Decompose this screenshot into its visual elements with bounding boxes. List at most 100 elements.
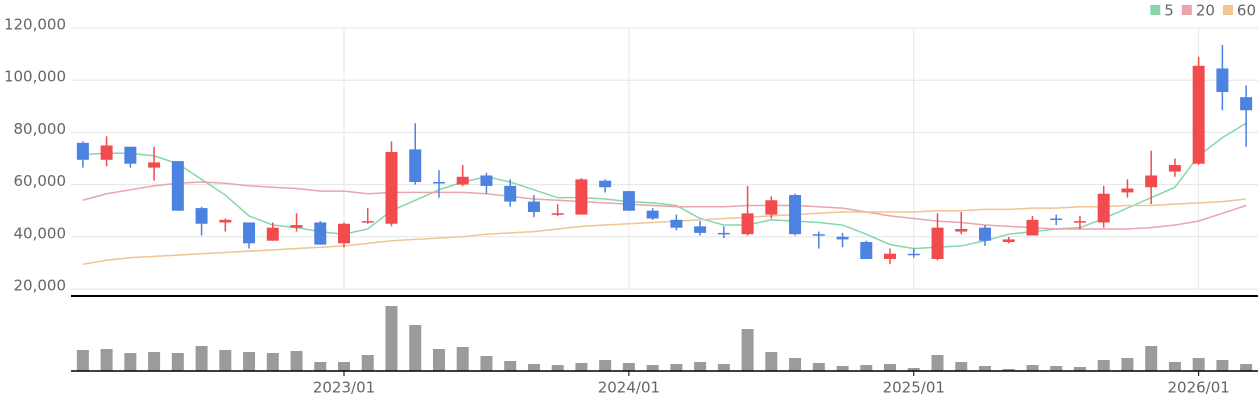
candle-body [1073, 221, 1086, 223]
y-tick-label: 20,000 [14, 277, 67, 295]
volume-bar [575, 363, 588, 371]
volume-bar [1168, 362, 1181, 371]
volume-bar [527, 364, 540, 371]
legend-swatch [1181, 5, 1192, 15]
candle-body [527, 201, 540, 213]
candle-body [1050, 218, 1063, 221]
y-tick-label: 80,000 [14, 120, 67, 138]
volume-bar [361, 355, 374, 371]
volume-bar [1145, 346, 1158, 371]
candle-body [789, 195, 802, 235]
volume-bar [765, 352, 778, 371]
volume-bar [1002, 369, 1015, 371]
candle-body [1240, 97, 1253, 111]
candle-body [741, 213, 754, 235]
candle-body [1216, 68, 1229, 92]
volume-bar [290, 351, 303, 371]
volume-bar [409, 325, 422, 371]
x-tick-label: 2024/01 [598, 379, 660, 397]
candle-body [432, 181, 445, 184]
candle-body [884, 253, 897, 259]
candle-body [765, 200, 778, 215]
y-tick-label: 40,000 [14, 224, 67, 242]
ma-line [82, 181, 1247, 230]
candle-body [243, 222, 256, 244]
volume-bar [1121, 358, 1134, 371]
legend-swatch [1222, 5, 1233, 15]
candle-body [361, 221, 374, 223]
candle-body [1097, 193, 1110, 223]
candle-body [931, 227, 944, 259]
volume-bar [219, 350, 232, 371]
volume-bar [1050, 366, 1063, 371]
volume-bar [599, 360, 612, 371]
volume-bar [1216, 360, 1229, 371]
volume-bar [955, 362, 968, 371]
candle-body [290, 225, 303, 228]
x-tick-label: 2023/01 [313, 379, 375, 397]
candle-body [860, 242, 873, 259]
x-tick-label: 2025/01 [883, 379, 945, 397]
volume-bar [100, 349, 113, 371]
volume-bar [456, 347, 469, 371]
volume-bar [741, 329, 754, 371]
candle-body [978, 227, 991, 241]
candle-body [385, 151, 398, 224]
y-tick-label: 100,000 [4, 68, 66, 86]
candle-body [599, 180, 612, 188]
volume-bar [860, 365, 873, 371]
candle-body [409, 149, 422, 182]
candle-body [955, 228, 968, 232]
volume-bar [432, 349, 445, 371]
candle-body [148, 162, 161, 168]
volume-bar [907, 368, 920, 371]
candle-body [694, 226, 707, 233]
y-tick-label: 120,000 [4, 16, 66, 34]
y-tick-label: 60,000 [14, 172, 67, 190]
candle-body [622, 191, 635, 211]
volume-bar [789, 358, 802, 371]
volume-bar [171, 353, 184, 371]
volume-bar [195, 346, 208, 371]
volume-bar [717, 364, 730, 371]
volume-bar [931, 355, 944, 371]
candle-body [670, 219, 683, 228]
volume-bar [551, 365, 564, 371]
candle-body [646, 210, 659, 219]
candle-body [314, 222, 327, 245]
candle-body [836, 236, 849, 240]
volume-bar [670, 364, 683, 371]
candle-body [219, 219, 232, 223]
candle-body [195, 208, 208, 224]
candle-body [575, 179, 588, 215]
candle-body [100, 145, 113, 160]
volume-bar [243, 352, 256, 371]
candle-body [504, 185, 517, 202]
legend-swatch [1150, 5, 1161, 15]
legend-label: 60 [1237, 2, 1256, 20]
volume-bar [1192, 358, 1205, 371]
volume-bar [1026, 365, 1039, 371]
legend-label: 5 [1164, 2, 1174, 20]
volume-bar [480, 356, 493, 371]
volume-bar [266, 353, 279, 371]
candle-body [1121, 188, 1134, 193]
candle-body [1002, 239, 1015, 243]
volume-bar [148, 352, 161, 371]
volume-bar [812, 363, 825, 371]
candle-body [1192, 65, 1205, 164]
volume-bar [622, 363, 635, 371]
volume-bar [836, 366, 849, 371]
volume-bar [1097, 360, 1110, 371]
volume-bar [76, 350, 89, 371]
candle-body [124, 146, 137, 164]
volume-bar [694, 362, 707, 371]
candle-body [171, 161, 184, 211]
candle-body [1026, 219, 1039, 236]
volume-bar [124, 353, 137, 371]
candle-body [717, 232, 730, 235]
candle-body [812, 234, 825, 236]
volume-bar [314, 362, 327, 371]
